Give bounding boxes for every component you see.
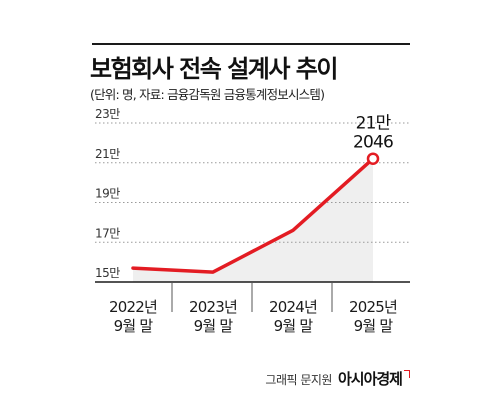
annotation-label: 2046 [353, 133, 393, 153]
x-tick-label: 9월 말 [194, 317, 234, 335]
credit-brand: 아시아경제 [337, 370, 403, 388]
series-line [131, 156, 375, 274]
y-tick-label: 21만 [95, 147, 120, 161]
x-tick-label: 9월 말 [354, 317, 394, 335]
y-tick-label: 19만 [95, 187, 120, 201]
x-tick-label: 9월 말 [114, 317, 154, 335]
x-tick-label: 9월 말 [274, 317, 314, 335]
y-tick-label: 15만 [95, 266, 120, 280]
credit: 그래픽 문지원 아시아경제 [265, 368, 410, 389]
source-note: (단위: 명, 자료: 금융감독원 금융통계정보시스템) [90, 87, 325, 102]
x-tick-label: 2024년 [269, 298, 317, 316]
x-tick-label: 2023년 [189, 298, 237, 316]
chart-title: 보험회사 전속 설계사 추이 [90, 55, 338, 83]
credit-label: 그래픽 문지원 [265, 373, 332, 387]
x-tick-label: 2025년 [349, 298, 397, 316]
y-tick-label: 17만 [95, 226, 120, 240]
y-tick-label: 23만 [95, 107, 120, 121]
annotation-label: 21만 [356, 114, 392, 134]
brand-logo-icon [404, 370, 410, 378]
area-fill [133, 158, 373, 282]
data-point [366, 152, 380, 165]
title-rule [92, 43, 410, 45]
x-tick-label: 2022년 [109, 298, 157, 316]
